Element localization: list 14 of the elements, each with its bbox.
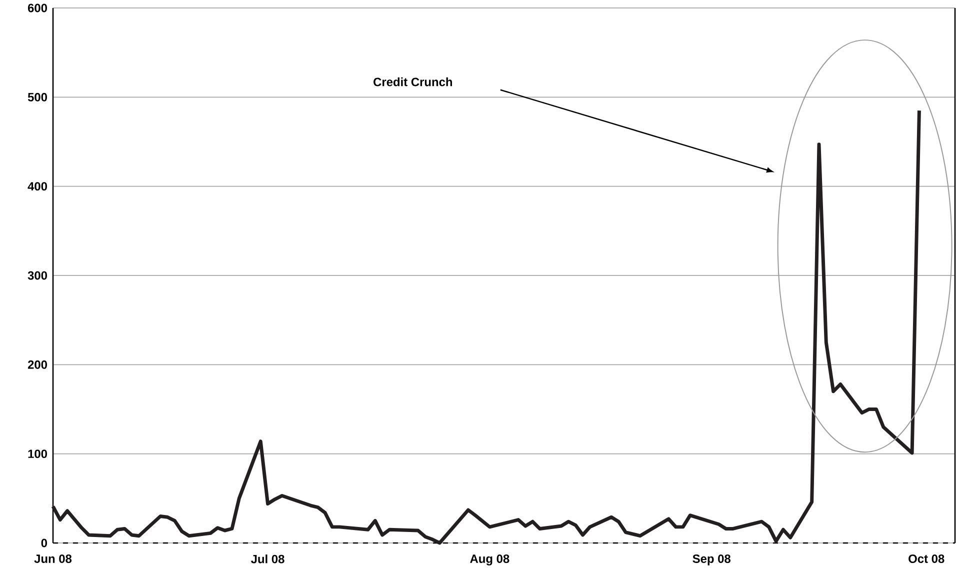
line-series: [51, 108, 921, 545]
y-tick-label: 0: [41, 538, 47, 548]
y-tick-label: 600: [28, 4, 47, 12]
y-tick-label: 500: [28, 92, 47, 102]
y-tick-label: 200: [28, 360, 47, 369]
x-tick-label: Jul 08: [251, 554, 284, 564]
annotation: Credit Crunch: [374, 77, 452, 86]
x-tick-label: Sep 08: [692, 554, 731, 566]
y-tick-label: 400: [28, 182, 47, 191]
x-tick-label: Oct 08: [908, 554, 944, 563]
y-tick-label: 300: [28, 271, 47, 280]
x-tick-label: Jun 08: [34, 554, 72, 563]
y-tick-label: 100: [28, 450, 47, 458]
x-tick-label: Aug 08: [470, 554, 510, 566]
